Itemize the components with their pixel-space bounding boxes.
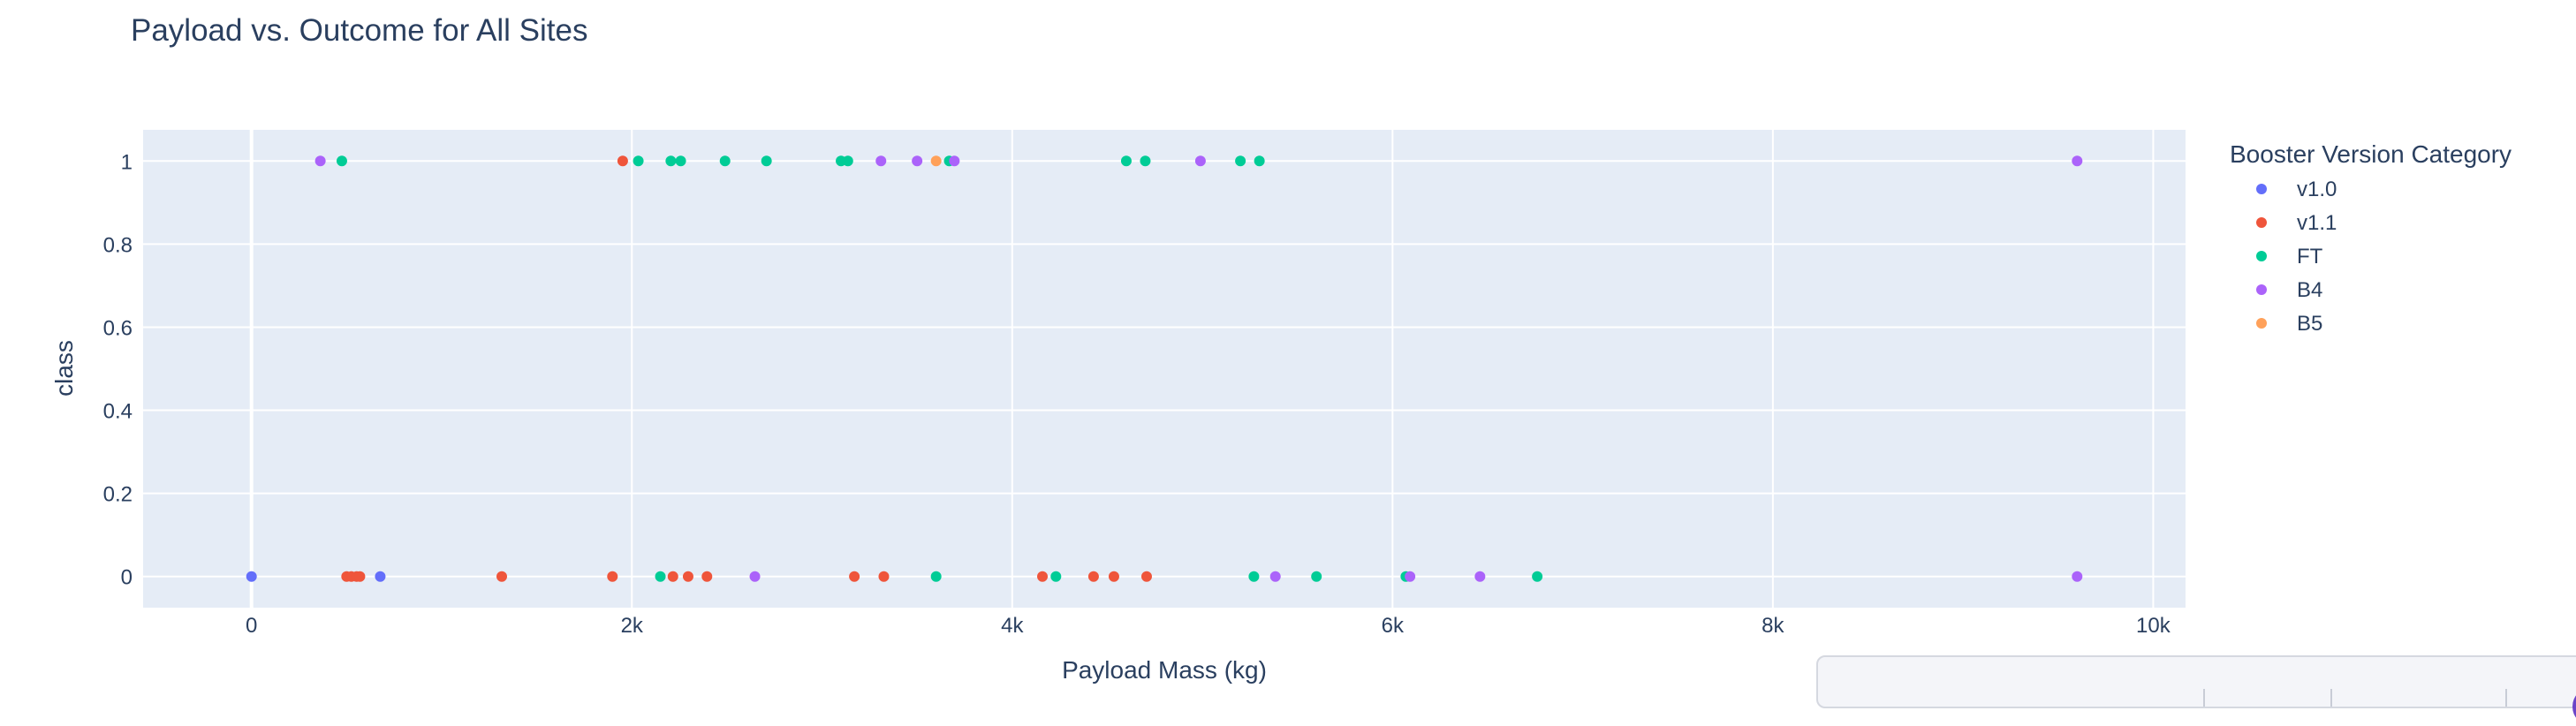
x-tick-label: 0 bbox=[246, 614, 257, 638]
legend-item-label[interactable]: v1.0 bbox=[2297, 178, 2337, 201]
data-point[interactable] bbox=[1037, 571, 1049, 582]
data-point[interactable] bbox=[682, 571, 693, 582]
data-point[interactable] bbox=[1050, 571, 1062, 582]
data-point[interactable] bbox=[675, 155, 686, 167]
legend-item-label[interactable]: FT bbox=[2297, 245, 2323, 268]
data-point[interactable] bbox=[1532, 571, 1543, 582]
toolbar-logo-icon[interactable] bbox=[2572, 687, 2576, 726]
data-point[interactable] bbox=[2072, 155, 2083, 167]
x-axis-title: Payload Mass (kg) bbox=[1062, 656, 1267, 684]
data-point[interactable] bbox=[1269, 571, 1281, 582]
legend-marker bbox=[2256, 318, 2267, 329]
data-point[interactable] bbox=[246, 571, 257, 582]
data-point[interactable] bbox=[314, 155, 326, 167]
data-point[interactable] bbox=[842, 155, 853, 167]
data-point[interactable] bbox=[354, 571, 366, 582]
data-point[interactable] bbox=[1474, 571, 1486, 582]
data-point[interactable] bbox=[1087, 571, 1099, 582]
toolbar-divider bbox=[2330, 689, 2332, 707]
data-point[interactable] bbox=[655, 571, 666, 582]
data-point[interactable] bbox=[878, 571, 890, 582]
data-point[interactable] bbox=[1108, 571, 1119, 582]
data-point[interactable] bbox=[667, 571, 678, 582]
data-point[interactable] bbox=[701, 571, 713, 582]
scatter-chart: Payload vs. Outcome for All Sites 0 2k 4k 6… bbox=[50, 13, 2512, 684]
legend-marker bbox=[2256, 217, 2267, 228]
legend-title: Booster Version Category bbox=[2230, 140, 2512, 168]
plot-area bbox=[143, 130, 2186, 608]
y-axis-ticks: 0 0.2 0.4 0.6 0.8 1 bbox=[103, 150, 133, 589]
data-point[interactable] bbox=[912, 155, 923, 167]
data-point[interactable] bbox=[1140, 571, 1152, 582]
y-tick-label: 0.4 bbox=[103, 400, 133, 424]
data-point[interactable] bbox=[1235, 155, 1246, 167]
series-b5 bbox=[930, 155, 942, 167]
data-point[interactable] bbox=[1248, 571, 1260, 582]
y-tick-label: 0.8 bbox=[103, 233, 133, 257]
x-tick-label: 10k bbox=[2136, 614, 2171, 638]
data-point[interactable] bbox=[930, 571, 942, 582]
legend-marker bbox=[2256, 251, 2267, 261]
chart-toolbar[interactable] bbox=[1816, 655, 2576, 726]
legend-item-label[interactable]: B5 bbox=[2297, 312, 2322, 336]
x-tick-label: 2k bbox=[621, 614, 644, 638]
data-point[interactable] bbox=[1254, 155, 1265, 167]
legend-item-label[interactable]: B4 bbox=[2297, 278, 2322, 302]
data-point[interactable] bbox=[1120, 155, 1132, 167]
y-tick-label: 0.2 bbox=[103, 483, 133, 507]
data-point[interactable] bbox=[875, 155, 887, 167]
data-point[interactable] bbox=[761, 155, 772, 167]
data-point[interactable] bbox=[1140, 155, 1151, 167]
y-tick-label: 0.6 bbox=[103, 316, 133, 340]
legend: Booster Version Category v1.0 v1.1 FT B4 B5 bbox=[2230, 140, 2512, 336]
data-point[interactable] bbox=[665, 155, 677, 167]
data-point[interactable] bbox=[949, 155, 960, 167]
data-point[interactable] bbox=[375, 571, 386, 582]
data-point[interactable] bbox=[1405, 571, 1416, 582]
y-tick-label: 1 bbox=[121, 150, 133, 174]
legend-marker bbox=[2256, 284, 2267, 295]
data-point[interactable] bbox=[496, 571, 507, 582]
x-axis-ticks: 0 2k 4k 6k 8k 10k bbox=[246, 614, 2171, 638]
data-point[interactable] bbox=[617, 155, 628, 167]
chart-title: Payload vs. Outcome for All Sites bbox=[131, 13, 587, 48]
data-point[interactable] bbox=[607, 571, 618, 582]
data-point[interactable] bbox=[1194, 155, 1206, 167]
data-point[interactable] bbox=[930, 155, 942, 167]
data-point[interactable] bbox=[749, 571, 761, 582]
grid-lines bbox=[143, 130, 2186, 608]
y-tick-label: 0 bbox=[121, 566, 133, 590]
data-point[interactable] bbox=[2072, 571, 2083, 582]
data-point[interactable] bbox=[719, 155, 731, 167]
series-b4 bbox=[314, 155, 2083, 582]
data-point[interactable] bbox=[633, 155, 644, 167]
data-points bbox=[246, 155, 2083, 582]
data-point[interactable] bbox=[336, 155, 347, 167]
x-tick-label: 6k bbox=[1382, 614, 1405, 638]
legend-marker bbox=[2256, 184, 2267, 194]
legend-item-label[interactable]: v1.1 bbox=[2297, 211, 2337, 235]
series-v1-0 bbox=[246, 571, 386, 582]
toolbar-divider bbox=[2505, 689, 2507, 707]
toolbar-divider bbox=[2203, 689, 2205, 707]
y-axis-title: class bbox=[50, 340, 78, 397]
series-v1-1 bbox=[341, 155, 1152, 582]
data-point[interactable] bbox=[1311, 571, 1322, 582]
x-tick-label: 4k bbox=[1001, 614, 1024, 638]
x-tick-label: 8k bbox=[1762, 614, 1784, 638]
data-point[interactable] bbox=[849, 571, 860, 582]
